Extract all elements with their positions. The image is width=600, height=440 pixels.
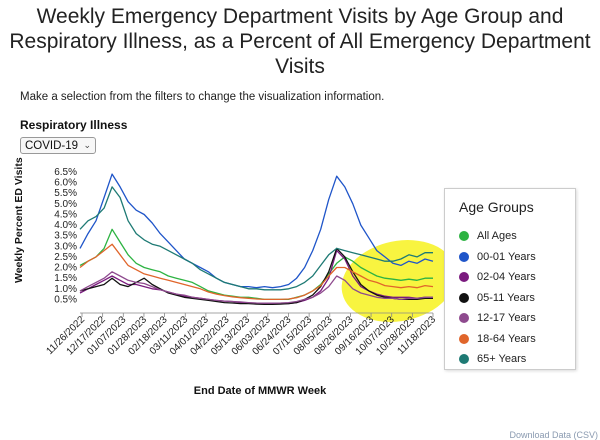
- legend-dot-icon: [459, 333, 469, 344]
- legend-item[interactable]: All Ages: [459, 226, 536, 247]
- legend-label: 18-64 Years: [477, 332, 536, 345]
- legend-dot-icon: [459, 231, 469, 242]
- legend-item[interactable]: 12-17 Years: [459, 308, 536, 329]
- y-tick-label: 6.5%: [54, 167, 77, 178]
- series-line-05-11-years: [79, 247, 433, 305]
- legend-item[interactable]: 02-04 Years: [459, 267, 536, 288]
- title-line-3: Visits: [275, 55, 325, 78]
- y-tick-label: 0.5%: [54, 294, 77, 305]
- respiratory-illness-select[interactable]: COVID-19 ⌄: [20, 137, 96, 154]
- legend-dot-icon: [459, 272, 469, 283]
- legend-dot-icon: [459, 313, 469, 324]
- legend-label: 02-04 Years: [477, 271, 536, 284]
- legend: Age Groups All Ages 00-01 Years 02-04 Year…: [444, 188, 576, 370]
- y-tick-label: 6.0%: [54, 178, 77, 189]
- x-axis-label: End Date of MMWR Week: [193, 385, 327, 397]
- y-axis: 0.5%1.0%1.5%2.0%2.5%3.0%3.5%4.0%4.5%5.0%…: [54, 167, 77, 305]
- legend-item[interactable]: 65+ Years: [459, 349, 536, 370]
- chevron-down-icon: ⌄: [83, 140, 91, 150]
- legend-label: 65+ Years: [477, 353, 527, 366]
- legend-title: Age Groups: [459, 199, 534, 215]
- y-tick-label: 1.5%: [54, 273, 77, 284]
- legend-label: All Ages: [477, 230, 517, 243]
- series-line-12-17-years: [79, 271, 433, 304]
- series-line-00-01-years: [79, 173, 434, 289]
- series-lines: [79, 173, 434, 305]
- series-line-65-years: [79, 186, 433, 291]
- legend-label: 00-01 Years: [477, 250, 536, 263]
- legend-label: 05-11 Years: [477, 291, 535, 304]
- legend-dot-icon: [459, 354, 469, 365]
- highlight-annotation: [341, 240, 457, 322]
- y-tick-label: 5.0%: [54, 199, 77, 210]
- legend-item[interactable]: 05-11 Years: [459, 288, 536, 309]
- y-tick-label: 4.5%: [54, 209, 77, 220]
- y-tick-label: 2.5%: [54, 252, 77, 263]
- instructions-text: Make a selection from the filters to cha…: [20, 91, 385, 103]
- select-value: COVID-19: [25, 140, 79, 152]
- legend-label: 12-17 Years: [477, 312, 536, 325]
- series-line-18-64-years: [79, 243, 434, 301]
- title-line-2: Respiratory Illness, as a Percent of All…: [9, 30, 591, 53]
- filter-label: Respiratory Illness: [20, 118, 128, 132]
- y-axis-label: Weekly Percent ED Visits: [13, 157, 25, 283]
- title-line-1: Weekly Emergency Department Visits by Ag…: [36, 5, 564, 28]
- y-tick-label: 1.0%: [54, 284, 77, 295]
- legend-item[interactable]: 18-64 Years: [459, 329, 536, 350]
- legend-dot-icon: [459, 251, 469, 262]
- legend-item[interactable]: 00-01 Years: [459, 247, 536, 268]
- y-tick-label: 3.0%: [54, 241, 77, 252]
- legend-dot-icon: [459, 292, 469, 303]
- y-tick-label: 3.5%: [54, 231, 77, 242]
- line-chart: 0.5%1.0%1.5%2.0%2.5%3.0%3.5%4.0%4.5%5.0%…: [44, 167, 457, 358]
- y-tick-label: 5.5%: [54, 188, 77, 199]
- y-tick-label: 4.0%: [54, 220, 77, 231]
- series-line-all-ages: [79, 228, 433, 301]
- legend-items: All Ages 00-01 Years 02-04 Years 05-11 Year…: [459, 226, 536, 370]
- chart-title: Weekly Emergency Department Visits by Ag…: [0, 4, 600, 79]
- y-tick-label: 2.0%: [54, 263, 77, 274]
- download-data-link[interactable]: Download Data (CSV): [509, 430, 598, 440]
